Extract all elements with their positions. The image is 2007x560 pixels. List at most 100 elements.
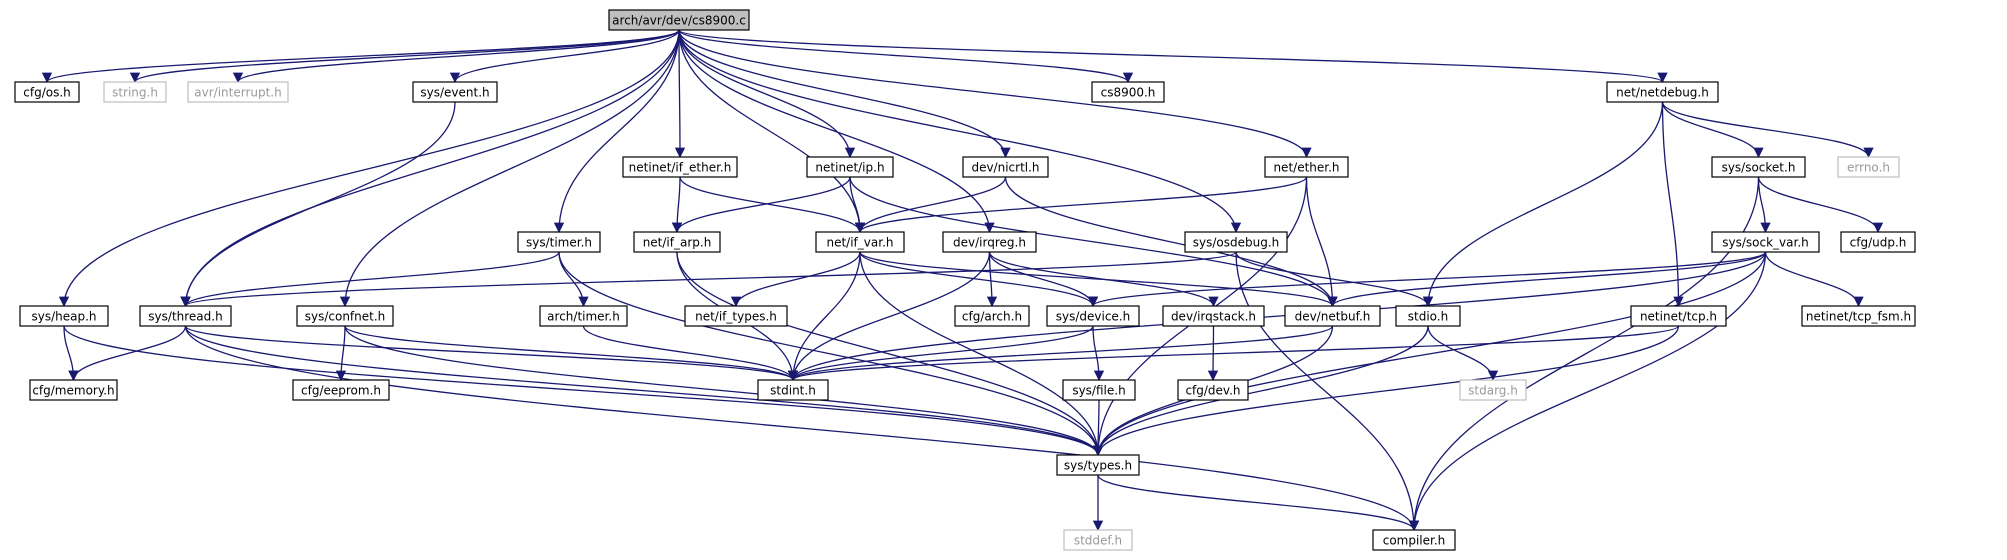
- node-box: [1063, 529, 1133, 551]
- node-net-ether[interactable]: net/ether.h: [1264, 156, 1349, 178]
- node-label: net/if_arp.h: [643, 236, 712, 250]
- node-sys-sock-var[interactable]: sys/sock_var.h: [1711, 231, 1820, 253]
- edge-sys_thread-to-compiler: [184, 325, 1420, 532]
- edge-sys_socket-to-compiler: [1408, 176, 1760, 532]
- edge-sys_file-to-sys_types: [1092, 399, 1104, 457]
- node-box: [622, 156, 738, 178]
- node-box: [1801, 305, 1916, 327]
- node-sys-device[interactable]: sys/device.h: [1046, 305, 1140, 327]
- node-label: sys/confnet.h: [305, 310, 386, 324]
- node-box: [1046, 305, 1140, 327]
- node-cfg-os[interactable]: cfg/os.h: [14, 81, 80, 103]
- edge-root-to-netinet_ip: [678, 29, 856, 159]
- edge-sys_osdebug-to-compiler: [1235, 251, 1420, 532]
- node-netinet-tcp-fsm[interactable]: netinet/tcp_fsm.h: [1801, 305, 1916, 327]
- node-sys-heap[interactable]: sys/heap.h: [19, 305, 109, 327]
- node-net-if-types[interactable]: net/if_types.h: [684, 305, 788, 327]
- node-label: errno.h: [1847, 161, 1890, 175]
- edge-sys_timer-to-sys_thread: [180, 251, 560, 308]
- node-cfg-udp[interactable]: cfg/udp.h: [1840, 231, 1916, 253]
- node-box: [539, 305, 628, 327]
- node-label: dev/nicrtl.h: [971, 161, 1039, 175]
- edge-netinet_tcp-to-stdint: [788, 325, 1680, 382]
- edge-netinet_ip-to-net_if_arp: [671, 176, 851, 234]
- node-cfg-eeprom[interactable]: cfg/eeprom.h: [292, 379, 390, 401]
- node-cfg-dev[interactable]: cfg/dev.h: [1177, 379, 1249, 401]
- edge-root-to-cfg_os: [42, 29, 680, 84]
- node-sys-event[interactable]: sys/event.h: [412, 81, 498, 103]
- node-arch-timer[interactable]: arch/timer.h: [539, 305, 628, 327]
- node-stdint[interactable]: stdint.h: [757, 379, 829, 401]
- edge-root-to-string: [130, 29, 680, 84]
- edge-sys_heap-to-sys_types: [63, 325, 1104, 457]
- node-box: [1162, 305, 1265, 327]
- edge-root-to-avr_interrupt: [232, 29, 680, 84]
- edge-sys_osdebug-to-sys_thread: [180, 251, 1237, 308]
- node-box: [608, 9, 750, 31]
- node-sys-confnet[interactable]: sys/confnet.h: [296, 305, 394, 327]
- node-sys-socket[interactable]: sys/socket.h: [1711, 156, 1806, 178]
- node-errno[interactable]: errno.h: [1837, 156, 1900, 178]
- node-net-if-var[interactable]: net/if_var.h: [815, 231, 905, 253]
- node-label: sys/event.h: [420, 86, 489, 100]
- node-box: [19, 305, 109, 327]
- node-net-netdebug[interactable]: net/netdebug.h: [1606, 81, 1719, 103]
- node-dev-netbuf[interactable]: dev/netbuf.h: [1284, 305, 1381, 327]
- node-sys-osdebug[interactable]: sys/osdebug.h: [1184, 231, 1288, 253]
- node-label: sys/file.h: [1072, 384, 1125, 398]
- node-string[interactable]: string.h: [103, 81, 167, 103]
- edge-dev_irqreg-to-dev_irqstack: [988, 251, 1219, 308]
- edge-sys_thread-to-cfg_memory: [68, 325, 187, 382]
- node-compiler[interactable]: compiler.h: [1372, 529, 1456, 551]
- node-label: cs8900.h: [1101, 86, 1156, 100]
- node-box: [1056, 454, 1140, 476]
- node-label: cfg/eeprom.h: [301, 384, 381, 398]
- node-box: [1459, 379, 1527, 401]
- node-cs8900-h[interactable]: cs8900.h: [1091, 81, 1165, 103]
- node-cfg-memory[interactable]: cfg/memory.h: [29, 379, 118, 401]
- node-label: dev/irqreg.h: [953, 236, 1026, 250]
- node-box: [14, 81, 80, 103]
- node-root[interactable]: arch/avr/dev/cs8900.c: [608, 9, 750, 31]
- edge-sys_sock_var-to-dev_netbuf: [1327, 251, 1767, 308]
- node-box: [633, 231, 721, 253]
- edge-netinet_if_ether-to-net_if_var: [679, 176, 866, 234]
- node-box: [806, 156, 894, 178]
- edge-sys_sock_var-to-sys_types: [1092, 251, 1767, 457]
- node-dev-irqreg[interactable]: dev/irqreg.h: [942, 231, 1037, 253]
- node-dev-irqstack[interactable]: dev/irqstack.h: [1162, 305, 1265, 327]
- node-sys-file[interactable]: sys/file.h: [1062, 379, 1136, 401]
- node-label: sys/heap.h: [31, 310, 96, 324]
- edge-sys_timer-to-sys_types: [558, 251, 1104, 457]
- node-netinet-tcp[interactable]: netinet/tcp.h: [1630, 305, 1727, 327]
- node-dev-nicrtl[interactable]: dev/nicrtl.h: [962, 156, 1049, 178]
- edge-stdio-to-stdarg: [1427, 325, 1499, 382]
- node-netinet-ip[interactable]: netinet/ip.h: [806, 156, 894, 178]
- node-stdarg[interactable]: stdarg.h: [1459, 379, 1527, 401]
- node-sys-timer[interactable]: sys/timer.h: [517, 231, 601, 253]
- node-sys-thread[interactable]: sys/thread.h: [139, 305, 232, 327]
- node-label: netinet/tcp_fsm.h: [1806, 310, 1911, 324]
- node-label: compiler.h: [1383, 534, 1446, 548]
- edge-sys_event-to-sys_thread: [180, 101, 456, 308]
- node-stddef[interactable]: stddef.h: [1063, 529, 1133, 551]
- node-netinet-if-ether[interactable]: netinet/if_ether.h: [622, 156, 738, 178]
- node-label: stdint.h: [770, 384, 816, 398]
- edge-sys_confnet-to-stdint: [344, 325, 799, 382]
- node-box: [1177, 379, 1249, 401]
- node-stdio[interactable]: stdio.h: [1395, 305, 1461, 327]
- node-label: net/netdebug.h: [1616, 86, 1709, 100]
- node-avr-interrupt[interactable]: avr/interrupt.h: [187, 81, 289, 103]
- edge-root-to-net_netdebug: [678, 29, 1668, 84]
- edge-sys_device-to-stdint: [787, 325, 1094, 382]
- edge-root-to-sys_thread: [180, 29, 680, 308]
- edge-net_ether-to-net_if_var: [854, 176, 1308, 234]
- edge-root-to-dev_nicrtl: [678, 29, 1011, 159]
- node-net-if-arp[interactable]: net/if_arp.h: [633, 231, 721, 253]
- node-label: avr/interrupt.h: [194, 86, 281, 100]
- node-label: cfg/os.h: [23, 86, 71, 100]
- node-sys-types[interactable]: sys/types.h: [1056, 454, 1140, 476]
- node-box: [1062, 379, 1136, 401]
- node-cfg-arch[interactable]: cfg/arch.h: [954, 305, 1030, 327]
- node-label: net/if_var.h: [826, 236, 893, 250]
